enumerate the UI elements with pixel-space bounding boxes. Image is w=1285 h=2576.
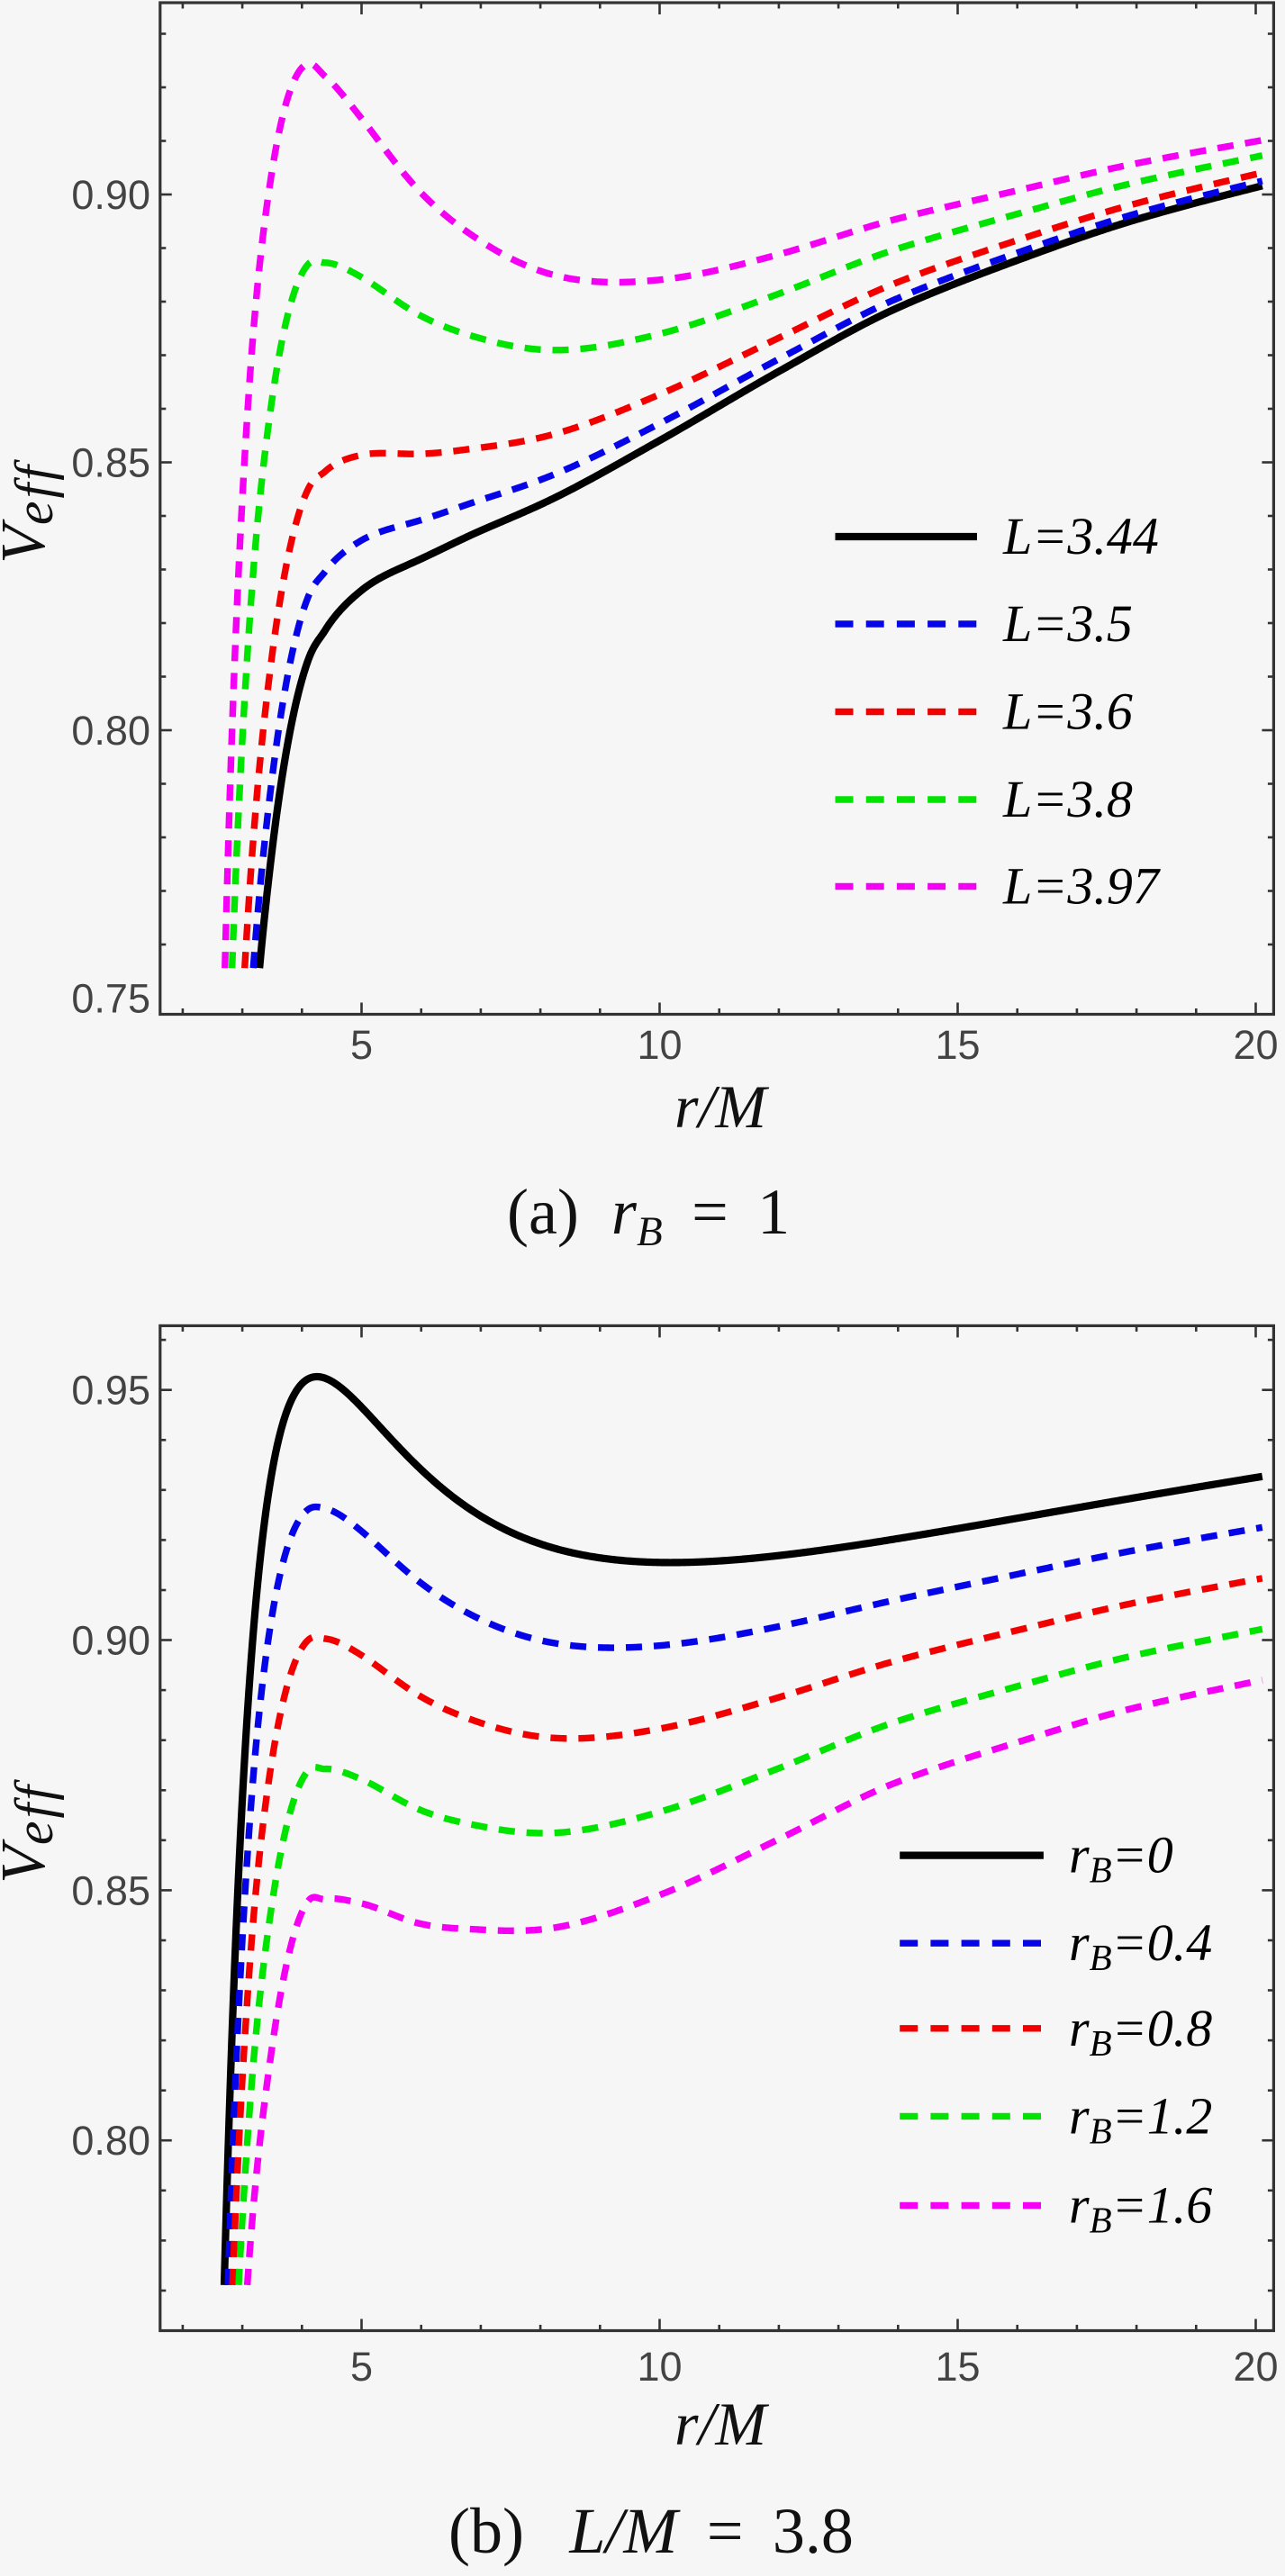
svg-text:0.80: 0.80 bbox=[71, 708, 150, 754]
svg-text:(b) L/M = 3.8: (b) L/M = 3.8 bbox=[448, 2495, 854, 2567]
svg-text:Veff: Veff bbox=[0, 1779, 64, 1884]
svg-text:Veff: Veff bbox=[0, 459, 64, 564]
svg-text:rB=0: rB=0 bbox=[1069, 1826, 1173, 1891]
svg-text:15: 15 bbox=[935, 2344, 980, 2390]
svg-text:0.95: 0.95 bbox=[71, 1368, 150, 1414]
svg-text:5: 5 bbox=[350, 1022, 373, 1068]
svg-text:0.80: 0.80 bbox=[71, 2118, 150, 2164]
svg-text:20: 20 bbox=[1233, 1022, 1278, 1068]
svg-text:L=3.6: L=3.6 bbox=[1002, 682, 1133, 741]
svg-text:0.90: 0.90 bbox=[71, 172, 150, 218]
svg-text:10: 10 bbox=[637, 1022, 682, 1068]
svg-text:r/M: r/M bbox=[674, 2390, 769, 2458]
svg-text:15: 15 bbox=[935, 1022, 980, 1068]
svg-text:L=3.44: L=3.44 bbox=[1002, 507, 1159, 565]
svg-text:10: 10 bbox=[637, 2344, 682, 2390]
svg-text:rB=0.8: rB=0.8 bbox=[1069, 1999, 1212, 2064]
svg-text:0.90: 0.90 bbox=[71, 1618, 150, 1664]
svg-text:r/M: r/M bbox=[674, 1072, 769, 1141]
svg-text:5: 5 bbox=[350, 2344, 373, 2390]
svg-text:20: 20 bbox=[1233, 2344, 1278, 2390]
svg-text:L=3.97: L=3.97 bbox=[1002, 857, 1161, 916]
svg-text:0.85: 0.85 bbox=[71, 440, 150, 486]
svg-text:L=3.8: L=3.8 bbox=[1002, 770, 1133, 828]
svg-text:L=3.5: L=3.5 bbox=[1002, 594, 1133, 653]
svg-text:rB=1.2: rB=1.2 bbox=[1069, 2086, 1212, 2151]
svg-text:0.85: 0.85 bbox=[71, 1867, 150, 1913]
svg-text:0.75: 0.75 bbox=[71, 976, 150, 1022]
svg-text:(a) rB = 1: (a) rB = 1 bbox=[507, 1176, 790, 1255]
